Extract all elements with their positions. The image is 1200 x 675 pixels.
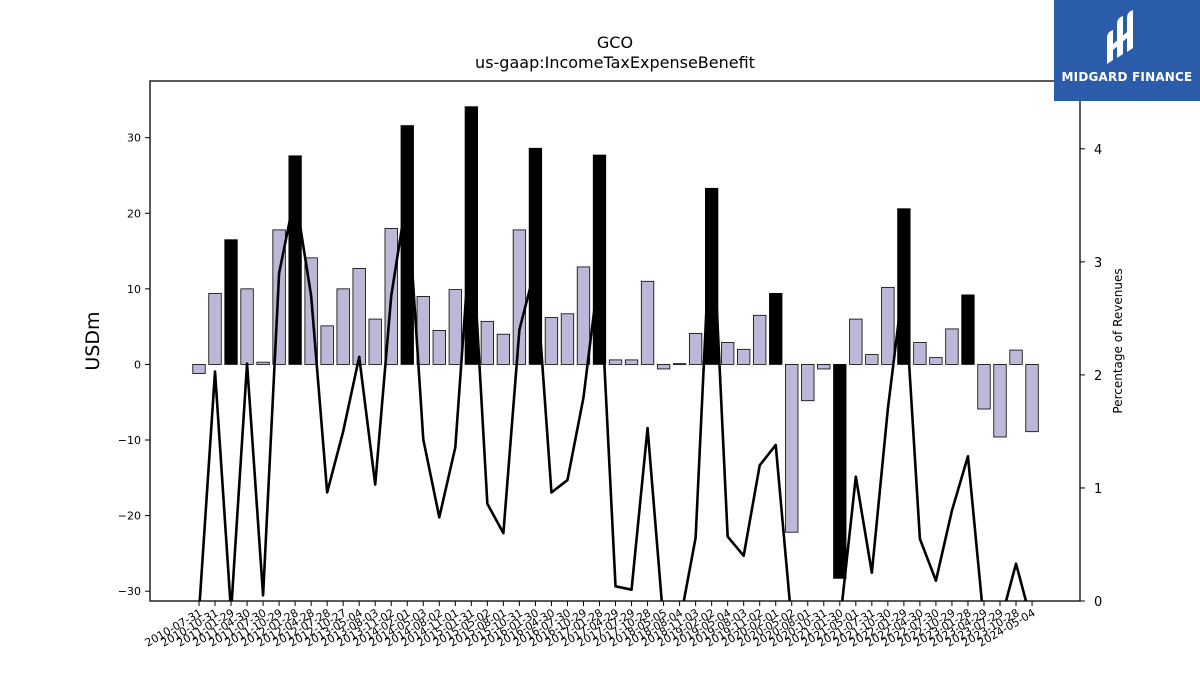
y-tick-label: −20	[118, 510, 141, 523]
bar-quarter	[737, 348, 751, 365]
bar-quarter	[817, 364, 831, 370]
bar-quarter	[945, 328, 959, 365]
bar-quarter	[368, 318, 382, 365]
midgard-logo-icon	[1107, 10, 1133, 64]
y2-tick-label: 4	[1094, 143, 1102, 158]
bar-quarter	[849, 318, 863, 365]
bar-quarter	[320, 325, 334, 365]
bar-quarter	[480, 320, 495, 365]
bars	[192, 106, 1039, 579]
bar-quarter	[496, 333, 511, 365]
bar-fiscal-year	[400, 125, 414, 365]
bar-quarter	[881, 286, 895, 365]
chart-title: GCO	[597, 33, 633, 52]
bar-quarter	[624, 359, 639, 365]
bar-quarter	[576, 266, 591, 365]
bar-quarter	[688, 333, 703, 365]
brand-logo: MIDGARD FINANCE	[1054, 0, 1200, 101]
bar-quarter	[929, 357, 943, 365]
bar-fiscal-year	[769, 292, 783, 365]
bar-fiscal-year	[833, 364, 847, 579]
y2-tick-label: 3	[1094, 256, 1102, 271]
bar-quarter	[640, 280, 655, 365]
bar-quarter	[672, 363, 687, 365]
bar-quarter	[512, 229, 527, 365]
bar-quarter	[448, 289, 462, 365]
y-tick-label: 20	[127, 207, 141, 220]
plot-frame	[149, 80, 1081, 602]
bar-fiscal-year	[961, 294, 975, 365]
bar-quarter	[721, 342, 735, 365]
bar-quarter	[656, 364, 671, 370]
percent-of-revenues-line	[198, 192, 1028, 601]
y-tick-label: −30	[118, 585, 141, 598]
bar-quarter	[192, 364, 206, 374]
y-tick-label: 10	[127, 283, 141, 296]
bar-quarter	[865, 354, 879, 365]
y-tick-label: −10	[118, 434, 141, 447]
y2-tick-label: 2	[1094, 369, 1102, 384]
bar-fiscal-year	[224, 239, 238, 365]
bar-fiscal-year	[704, 187, 719, 365]
bar-quarter	[1025, 364, 1039, 433]
bar-fiscal-year	[288, 155, 302, 365]
chart-subtitle: us-gaap:IncomeTaxExpenseBenefit	[475, 53, 755, 72]
percent-line-layer	[198, 192, 1028, 601]
bar-quarter	[208, 292, 222, 365]
y2-tick-label: 0	[1094, 595, 1102, 610]
y2-axis-label: Percentage of Revenues	[1111, 268, 1125, 413]
bar-quarter	[352, 268, 366, 365]
bar-quarter	[560, 313, 575, 365]
bar-quarter	[608, 359, 623, 365]
y-tick-label: 0	[134, 358, 141, 371]
axes: −30−20−100102030012342010-07-312010-10-3…	[118, 80, 1102, 650]
bar-quarter	[336, 288, 350, 365]
y-axis-label: USDm	[82, 311, 104, 370]
bar-quarter	[993, 364, 1007, 438]
bar-quarter	[785, 364, 799, 533]
bar-quarter	[913, 342, 927, 365]
y-tick-label: 30	[127, 132, 141, 145]
bar-quarter	[544, 317, 559, 365]
bar-quarter	[753, 314, 767, 365]
bar-quarter	[977, 364, 991, 410]
bar-quarter	[432, 330, 446, 365]
bar-quarter	[240, 288, 254, 365]
bar-quarter	[1009, 349, 1023, 365]
bar-quarter	[801, 364, 815, 402]
brand-name: MIDGARD FINANCE	[1061, 70, 1193, 84]
y2-tick-label: 1	[1094, 482, 1102, 497]
bar-quarter	[256, 361, 270, 365]
